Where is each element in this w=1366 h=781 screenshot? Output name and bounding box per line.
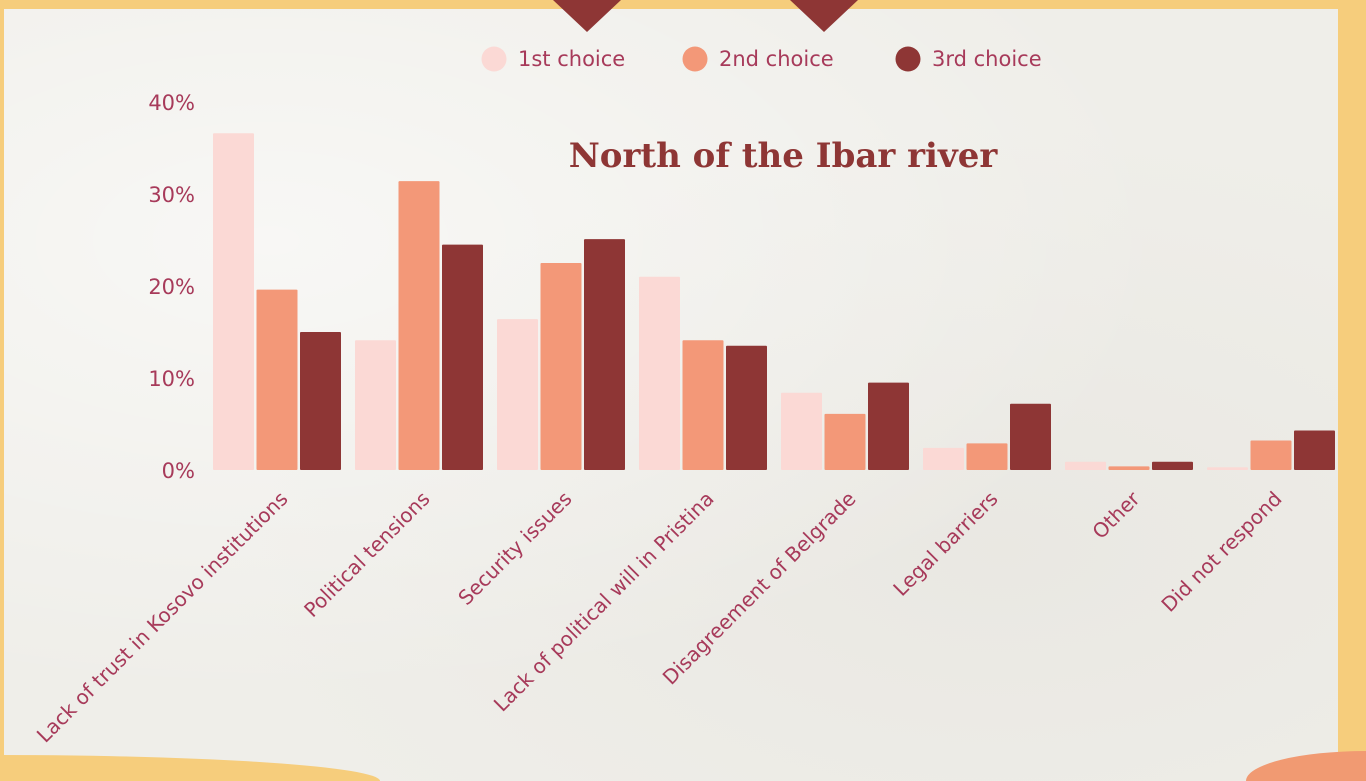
- bar-3-4: [726, 345, 767, 470]
- bar-3-8: [1294, 430, 1335, 470]
- bar-1-8: [1207, 467, 1248, 470]
- y-tick-label: 0%: [162, 459, 195, 483]
- x-tick-label: Other: [1087, 486, 1145, 544]
- bar-1-5: [781, 392, 822, 470]
- x-tick-label: Lack of political will in Pristina: [489, 487, 719, 717]
- bar-3-5: [868, 382, 909, 470]
- legend-swatch-3: [895, 46, 921, 72]
- bar-3-1: [300, 332, 341, 470]
- bar-2-5: [824, 413, 866, 470]
- x-tick-label: Political tensions: [299, 487, 434, 622]
- bar-2-6: [966, 443, 1008, 470]
- legend-swatch-1: [481, 46, 507, 72]
- bar-1-7: [1065, 461, 1106, 470]
- y-tick-label: 40%: [148, 91, 195, 115]
- decorative-pennant-left: [553, 0, 621, 32]
- bar-1-3: [497, 319, 538, 470]
- legend-label: 3rd choice: [932, 47, 1042, 71]
- y-tick-label: 30%: [148, 183, 195, 207]
- bar-1-2: [355, 340, 396, 470]
- bar-3-3: [584, 239, 625, 470]
- x-axis: Lack of trust in Kosovo institutions Poli…: [32, 486, 1287, 747]
- bar-1-1: [213, 133, 254, 470]
- y-tick-label: 20%: [148, 275, 195, 299]
- bar-1-6: [923, 447, 964, 470]
- bar-2-1: [256, 289, 298, 470]
- x-tick-label: Lack of trust in Kosovo institutions: [32, 487, 293, 748]
- bar-2-2: [398, 181, 440, 470]
- bar-1-4: [639, 276, 680, 470]
- legend-label: 1st choice: [518, 47, 625, 71]
- bars: [213, 133, 1335, 470]
- chart-title: North of the Ibar river: [569, 136, 999, 176]
- bar-3-7: [1152, 461, 1193, 470]
- bar-2-3: [540, 263, 582, 470]
- legend: 1st choice 2nd choice 3rd choice: [481, 46, 1042, 72]
- bar-3-6: [1010, 403, 1051, 470]
- bar-2-8: [1250, 440, 1292, 470]
- x-tick-label: Legal barriers: [888, 487, 1002, 601]
- bar-3-2: [442, 244, 483, 470]
- bar-2-4: [682, 340, 724, 470]
- bar-2-7: [1108, 466, 1150, 470]
- x-tick-label: Security issues: [453, 487, 576, 610]
- decorative-pennant-right: [790, 0, 858, 32]
- legend-swatch-2: [682, 46, 708, 72]
- x-tick-label: Did not respond: [1156, 487, 1286, 617]
- y-tick-label: 10%: [148, 367, 195, 391]
- y-axis: 0% 10% 20% 30% 40%: [148, 91, 195, 483]
- legend-label: 2nd choice: [719, 47, 834, 71]
